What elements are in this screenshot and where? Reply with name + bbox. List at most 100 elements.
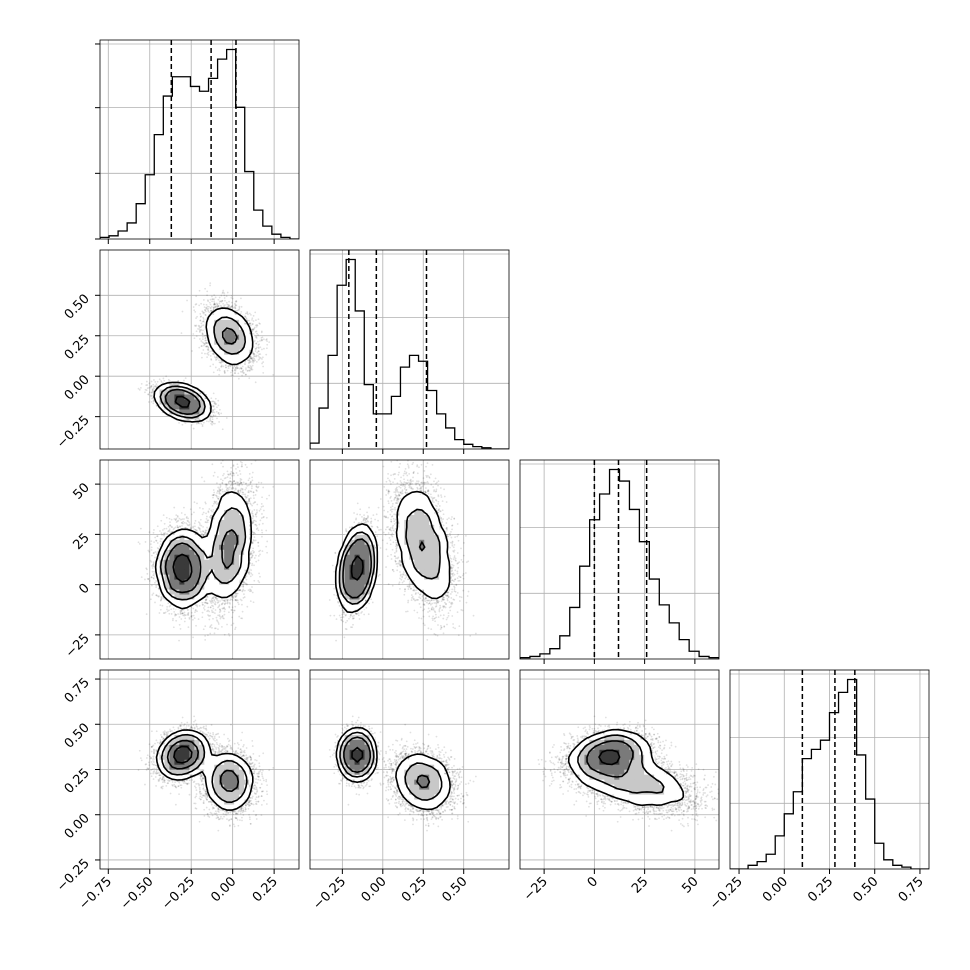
sample-point — [218, 300, 221, 303]
sample-point — [187, 419, 190, 421]
sample-point — [240, 367, 243, 370]
sample-point — [207, 348, 210, 351]
sample-point — [150, 395, 153, 398]
sample-point — [145, 389, 148, 392]
sample-point — [235, 304, 238, 307]
sample-point — [218, 413, 221, 416]
sample-point — [223, 294, 226, 297]
sample-point — [204, 337, 207, 340]
sample-point — [192, 333, 195, 335]
sample-point — [225, 417, 228, 419]
sample-point — [202, 349, 205, 351]
sample-point — [201, 356, 203, 359]
sample-point — [255, 355, 258, 358]
sample-point — [194, 325, 197, 327]
sample-point — [248, 369, 251, 372]
sample-point — [265, 353, 268, 356]
sample-point — [220, 365, 223, 368]
sample-point — [209, 414, 212, 417]
sample-point — [252, 359, 255, 362]
sample-point — [261, 336, 264, 339]
sample-point — [207, 307, 210, 310]
sample-point — [244, 312, 247, 315]
sample-point — [201, 425, 204, 428]
sample-point — [214, 403, 217, 406]
sample-point — [152, 383, 155, 386]
sample-point — [252, 328, 255, 331]
sample-point — [220, 294, 223, 297]
sample-point — [198, 331, 201, 333]
sample-point — [266, 340, 268, 343]
sample-point — [210, 358, 213, 361]
sample-point — [200, 422, 203, 425]
sample-point — [248, 377, 251, 380]
sample-point — [206, 305, 209, 308]
sample-point — [201, 310, 204, 313]
sample-point — [228, 304, 231, 307]
sample-point — [211, 418, 214, 421]
sample-point — [231, 297, 234, 300]
sample-point — [211, 400, 214, 403]
sample-point — [194, 303, 197, 306]
sample-point — [260, 338, 263, 341]
sample-point — [213, 302, 216, 305]
sample-point — [215, 305, 217, 308]
sample-point — [212, 371, 215, 374]
sample-point — [211, 352, 214, 355]
sample-point — [235, 368, 237, 370]
sample-point — [153, 400, 155, 403]
sample-point — [241, 370, 244, 373]
sample-point — [256, 332, 258, 335]
sample-point — [257, 334, 260, 336]
sample-point — [260, 339, 263, 342]
sample-point — [210, 309, 213, 312]
sample-point — [213, 422, 216, 425]
sample-point — [138, 388, 141, 391]
sample-point — [215, 403, 218, 405]
sample-point — [155, 404, 158, 407]
sample-point — [207, 349, 210, 352]
sample-point — [165, 375, 168, 378]
sample-point — [212, 410, 215, 413]
sample-point — [198, 330, 201, 332]
sample-point — [248, 322, 251, 325]
sample-point — [156, 385, 158, 387]
sample-point — [240, 367, 243, 370]
sample-point — [224, 304, 226, 306]
sample-point — [251, 359, 254, 361]
sample-point — [212, 352, 215, 355]
panel-frame — [99, 39, 300, 240]
sample-point — [222, 365, 225, 368]
sample-point — [248, 369, 251, 372]
sample-point — [213, 294, 216, 297]
sample-point — [207, 351, 210, 354]
sample-point — [236, 367, 239, 370]
sample-point — [207, 310, 210, 313]
sample-point — [154, 381, 157, 383]
sample-point — [260, 330, 263, 333]
sample-point — [252, 357, 255, 359]
scatter-panel-1-0: −0.250.000.250.50 — [54, 249, 300, 452]
sample-point — [148, 382, 151, 385]
grid — [100, 40, 299, 239]
sample-point — [250, 357, 253, 360]
sample-point — [249, 324, 252, 327]
sample-point — [235, 366, 238, 369]
sample-point — [258, 353, 260, 356]
sample-point — [154, 385, 157, 388]
sample-point — [202, 303, 205, 306]
sample-point — [195, 295, 198, 298]
sample-point — [150, 391, 153, 394]
sample-point — [148, 386, 151, 389]
sample-point — [248, 322, 251, 325]
sample-point — [245, 317, 248, 320]
sample-point — [217, 305, 220, 308]
sample-point — [239, 370, 242, 373]
sample-point — [236, 367, 239, 369]
sample-point — [151, 388, 154, 391]
sample-point — [210, 309, 213, 312]
sample-point — [248, 359, 250, 362]
sample-point — [203, 343, 206, 346]
sample-point — [219, 300, 222, 303]
